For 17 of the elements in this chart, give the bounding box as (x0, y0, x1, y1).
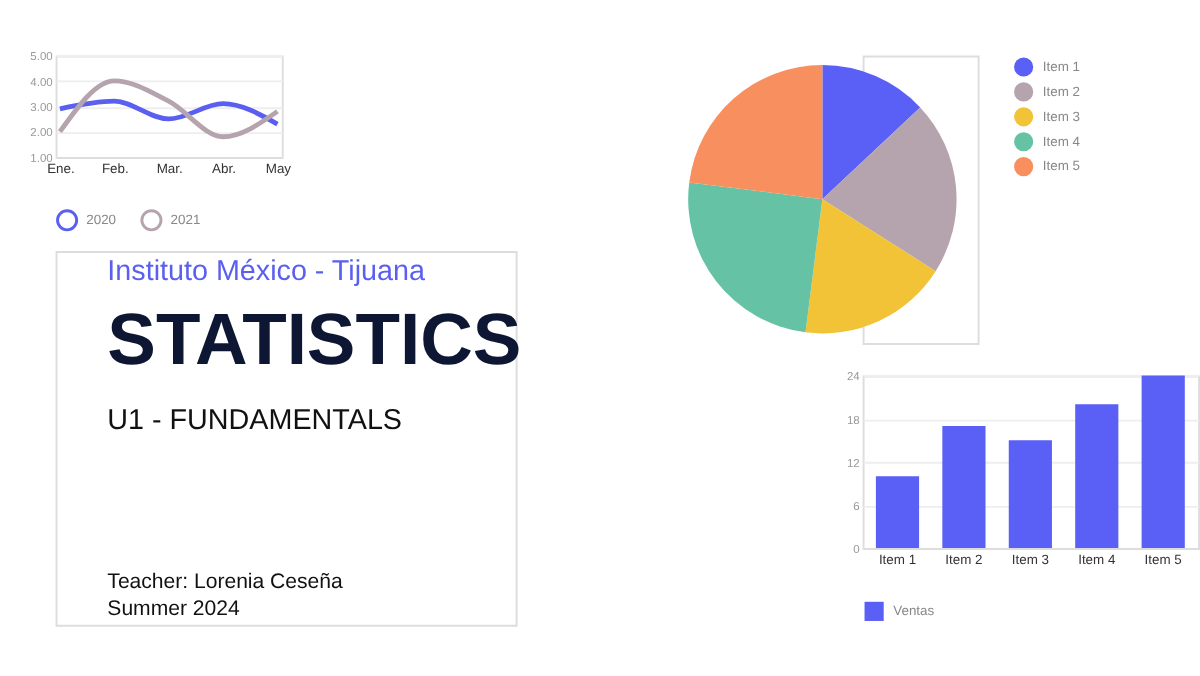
text: Instituto México - Tijuana (107, 255, 426, 288)
bar (875, 476, 920, 549)
line-series (57, 98, 280, 127)
text: STATISTICS (107, 298, 522, 381)
bar (1008, 440, 1052, 549)
pie-slice (822, 65, 921, 200)
pie-slice (822, 107, 957, 272)
pie-slice (688, 182, 823, 333)
text: Teacher: Lorenia Ceseña (107, 570, 343, 595)
line-series (57, 78, 280, 140)
bar (942, 425, 986, 549)
bar (1141, 375, 1185, 549)
pie-slice (805, 199, 936, 334)
pie-slice (689, 65, 823, 200)
text: Summer 2024 (107, 597, 240, 622)
bar (1075, 404, 1119, 549)
text: U1 - FUNDAMENTALS (107, 405, 403, 438)
